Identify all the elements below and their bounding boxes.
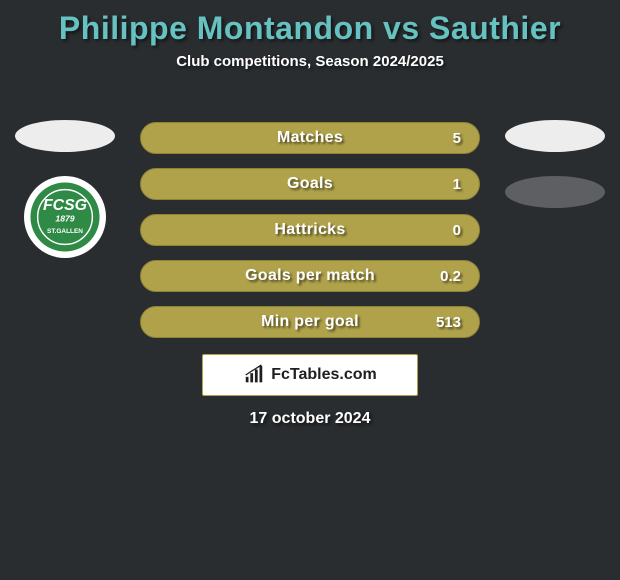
- stat-label: Min per goal: [261, 313, 359, 331]
- stat-value: 513: [436, 314, 461, 331]
- player2-placeholder-ellipse-1: [505, 120, 605, 152]
- brand-text: FcTables.com: [271, 366, 377, 384]
- stat-label: Hattricks: [274, 221, 345, 239]
- page-title: Philippe Montandon vs Sauthier: [0, 0, 620, 47]
- fcsg-logo-icon: FCSG 1879 ST.GALLEN: [29, 181, 101, 253]
- stats-list: Matches 5 Goals 1 Hattricks 0 Goals per …: [140, 122, 480, 338]
- stat-row-matches: Matches 5: [140, 122, 480, 154]
- stat-label: Matches: [277, 129, 343, 147]
- stat-label: Goals per match: [245, 267, 375, 285]
- brand-box: FcTables.com: [202, 354, 418, 396]
- stat-label: Goals: [287, 175, 333, 193]
- player2-placeholder-ellipse-2: [505, 176, 605, 208]
- right-badge-column: [500, 120, 610, 208]
- left-badge-column: FCSG 1879 ST.GALLEN: [10, 120, 120, 258]
- stat-row-min-per-goal: Min per goal 513: [140, 306, 480, 338]
- subtitle: Club competitions, Season 2024/2025: [0, 53, 620, 70]
- stat-value: 0.2: [440, 268, 461, 285]
- player1-placeholder-ellipse: [15, 120, 115, 152]
- bar-chart-icon: [243, 364, 265, 386]
- stat-row-hattricks: Hattricks 0: [140, 214, 480, 246]
- stat-value: 5: [453, 130, 461, 147]
- stat-value: 0: [453, 222, 461, 239]
- footer-date: 17 october 2024: [250, 410, 371, 428]
- club-badge-fcsg: FCSG 1879 ST.GALLEN: [24, 176, 106, 258]
- stat-row-goals-per-match: Goals per match 0.2: [140, 260, 480, 292]
- svg-text:1879: 1879: [55, 213, 74, 223]
- svg-text:FCSG: FCSG: [43, 197, 87, 214]
- stat-value: 1: [453, 176, 461, 193]
- svg-text:ST.GALLEN: ST.GALLEN: [47, 228, 83, 235]
- stat-row-goals: Goals 1: [140, 168, 480, 200]
